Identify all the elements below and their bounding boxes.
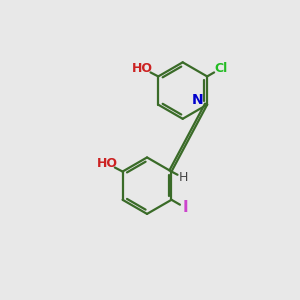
Text: Cl: Cl bbox=[215, 62, 228, 75]
Text: N: N bbox=[192, 93, 204, 107]
Text: HO: HO bbox=[132, 62, 153, 75]
Text: H: H bbox=[178, 171, 188, 184]
Text: I: I bbox=[183, 200, 188, 215]
Text: HO: HO bbox=[97, 157, 118, 170]
